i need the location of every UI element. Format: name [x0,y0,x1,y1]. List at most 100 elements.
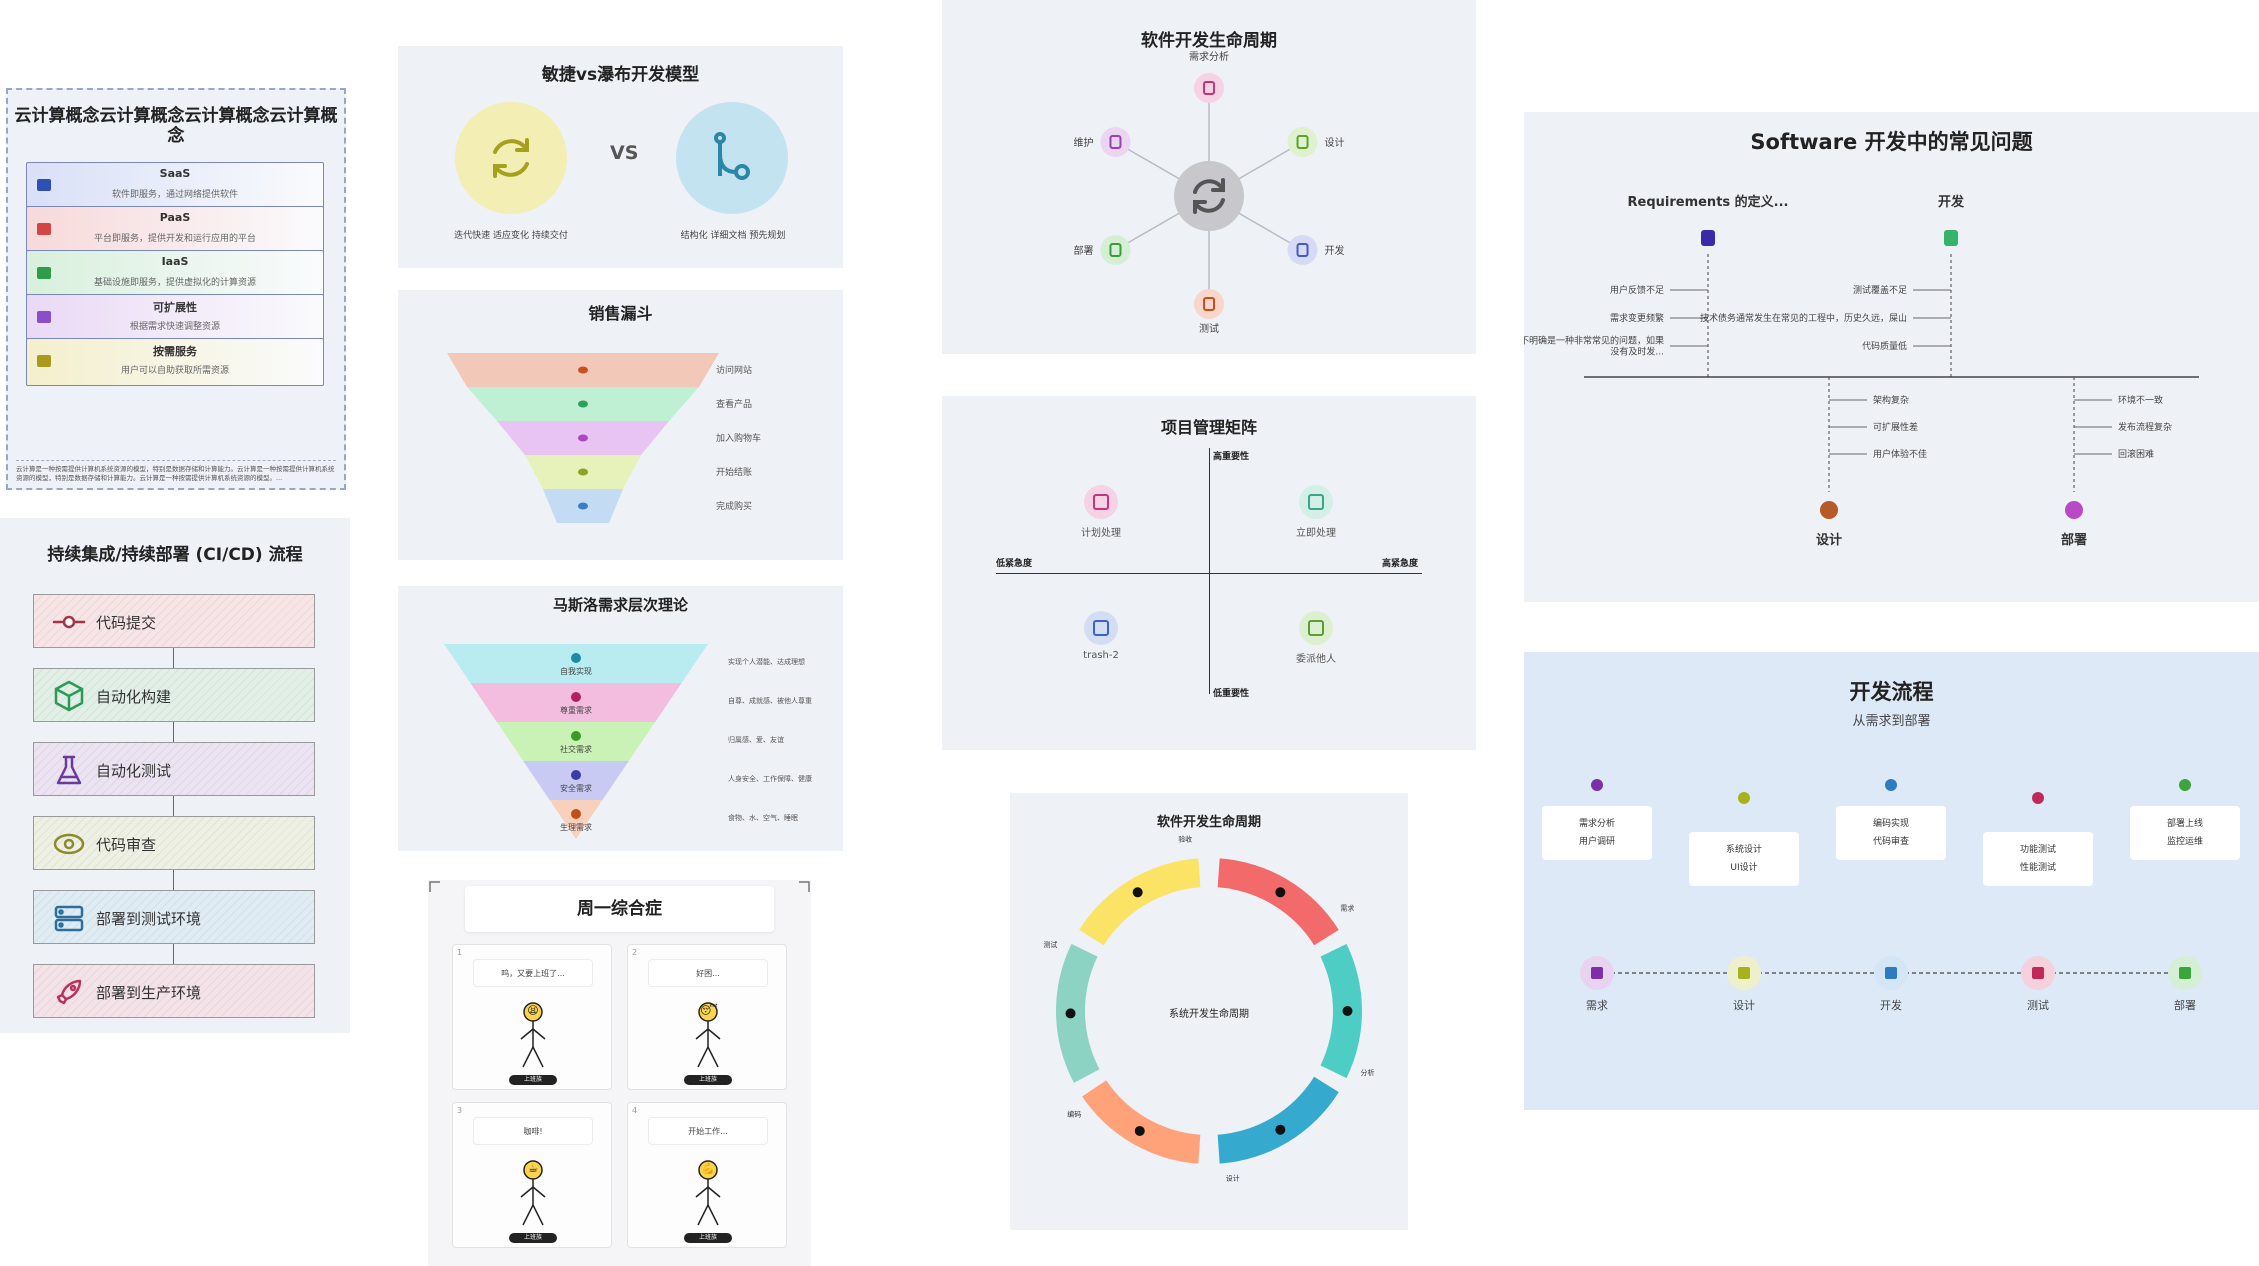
cycle-segment [1056,943,1100,1083]
cloud-item-name: IaaS [161,255,189,268]
maslow-level-label: 尊重需求 [560,705,592,715]
devflow-card: 开发流程 从需求到部署 需求分析 用户调研 系统设计 UI设计 编码实现 代码审查 功能测试… [1524,652,2259,1110]
cloud-item: 可扩展性 根据需求快速调整资源 [26,294,324,342]
cycle-segment-icon [1275,887,1286,898]
step-card: 编码实现 代码审查 [1836,806,1946,860]
fishbone-cause: 可扩展性差 [1873,421,1918,433]
eye-icon [52,827,86,861]
step-card: 需求分析 用户调研 [1542,806,1652,860]
cloud-item-desc: 平台即服务，提供开发和运行应用的平台 [93,234,256,244]
funnel-card: 销售漏斗 访问网站 查看产品 加入购物车 开始结账 完成购买 [398,290,843,560]
agile-waterfall-card: 敏捷vs瀑布开发模型 VS 迭代快速 适应变化 持续交付 结构化 详细文档 预先… [398,46,843,268]
category-icon [1701,230,1715,246]
rocket-icon [52,975,86,1009]
star-node-label: 测试 [1199,322,1219,335]
funnel-stage-icon [578,366,588,374]
fishbone-cause: 需求不明确是一种非常常见的问题，如果 [1524,335,1664,347]
matrix-bottom-label: 低重要性 [1213,689,1250,699]
step-card: 功能测试 性能测试 [1983,832,2093,886]
funnel-stage-icon [578,502,588,510]
hub-circle [1174,161,1244,231]
stick-figure [688,1159,728,1233]
cicd-step-label: 自动化测试 [96,762,172,780]
corner-brackets [429,881,810,892]
cloud-item-icon [37,223,51,235]
cicd-step-label: 部署到测试环境 [96,910,202,928]
fishbone-diagram: Requirements 的定义... 用户反馈不足需求变更频繁需求不明确是一种非… [1524,194,2199,548]
fishbone-cause: 用户体验不佳 [1873,448,1927,460]
funnel-stage-icon [578,434,588,442]
maslow-level-label: 自我实现 [560,666,592,676]
cycle-segment [1082,1080,1201,1164]
star-node [1287,235,1318,265]
code-icon [1296,243,1309,257]
face-emoji: 😴 [700,1004,718,1017]
waterfall-circle [676,102,788,214]
comic-panel: 2 好困... 😴 上班族 [627,944,787,1090]
refresh-icon [1193,178,1225,214]
matrix-right-label: 高紧急度 [1382,559,1419,569]
comic-card: 周一综合症 1 呜，又要上班了... 😫 上班族 2 好困... 😴 上班族 3 咖啡! ☕ 上班族 4… [428,880,811,1266]
step-card-line: UI设计 [1730,863,1758,873]
cicd-step: 代码提交 [33,594,315,648]
matrix-top-label: 高重要性 [1213,452,1250,462]
quadrant-label: 计划处理 [1081,528,1121,539]
matrix-h-axis [996,573,1422,574]
maslow-level-icon [571,770,581,780]
quadrant-icon-bg [1299,611,1333,645]
step-card: 系统设计 UI设计 [1689,832,1799,886]
stick-figure [513,1001,553,1075]
cloud-item-name: PaaS [159,211,191,224]
category-icon [2065,501,2083,519]
cycle-segment [1079,858,1201,946]
cycle-segment-icon [1134,1125,1145,1136]
star-node [1100,127,1131,157]
devflow-title: 开发流程 [1849,680,1934,704]
step-icon [1885,779,1897,791]
quadrant-label: trash-2 [1083,650,1119,661]
cicd-title: 持续集成/持续部署 (CI/CD) 流程 [47,545,303,565]
cloud-item-desc: 基础设施即服务，提供虚拟化的计算资源 [93,278,256,288]
agile-title: 敏捷vs瀑布开发模型 [541,65,700,85]
cycle-title: 软件开发生命周期 [1156,815,1261,830]
cloud-item-icon [37,179,51,191]
funnel-stage-label: 开始结账 [716,466,752,478]
fishbone-cause: 发布流程复杂 [2118,421,2172,433]
step-card-line: 监控运维 [2166,837,2203,847]
sdlc-star-title: 软件开发生命周期 [1141,31,1277,51]
cycle-segment [1217,1076,1339,1164]
stage-label: 设计 [1733,999,1755,1012]
maslow-level-label: 社交需求 [560,744,592,754]
funnel-stage-label: 访问网站 [716,364,752,376]
fishbone-cause: 技术债务通常发生在常见的工程中，历史久远，屎山 [1700,312,1907,324]
cycle-segment-label: 编码 [1067,1109,1081,1118]
cicd-card: 持续集成/持续部署 (CI/CD) 流程 代码提交 自动化构建 自动化测试 代码审查部… [0,518,350,1033]
cloud-footer: 云计算是一种按需提供计算机系统资源的模型，特别是数据存储和计算能力。云计算是一种… [16,460,336,484]
quadrant-label: 立即处理 [1296,528,1336,539]
cycle-segment [1320,943,1362,1079]
matrix-left-label: 低紧急度 [996,559,1033,569]
cicd-step: 部署到测试环境 [33,890,315,944]
panel-number: 3 [457,1106,463,1115]
star-node [1194,289,1224,319]
construction-icon [1109,135,1122,149]
star-node [1287,127,1318,157]
step-card-line: 功能测试 [2019,845,2056,855]
devflow-subtitle: 从需求到部署 [1852,714,1931,729]
panel-caption: 上班族 [684,1075,732,1085]
category-icon [1944,230,1958,246]
step-card-line: 代码审查 [1872,837,1909,847]
cycle-segment-label: 需求 [1340,903,1354,912]
maslow-level-desc: 实现个人潜能、达成理想 [728,657,805,666]
funnel-stage-icon [578,468,588,476]
maslow-level [523,761,629,800]
cloud-item-icon [37,311,51,323]
panel-number: 4 [632,1106,638,1115]
vs-label: VS [610,142,639,164]
step-card: 部署上线 监控运维 [2130,806,2240,860]
cycle-segment-label: 测试 [1043,940,1057,949]
cloud-item: PaaS 平台即服务，提供开发和运行应用的平台 [26,206,324,254]
